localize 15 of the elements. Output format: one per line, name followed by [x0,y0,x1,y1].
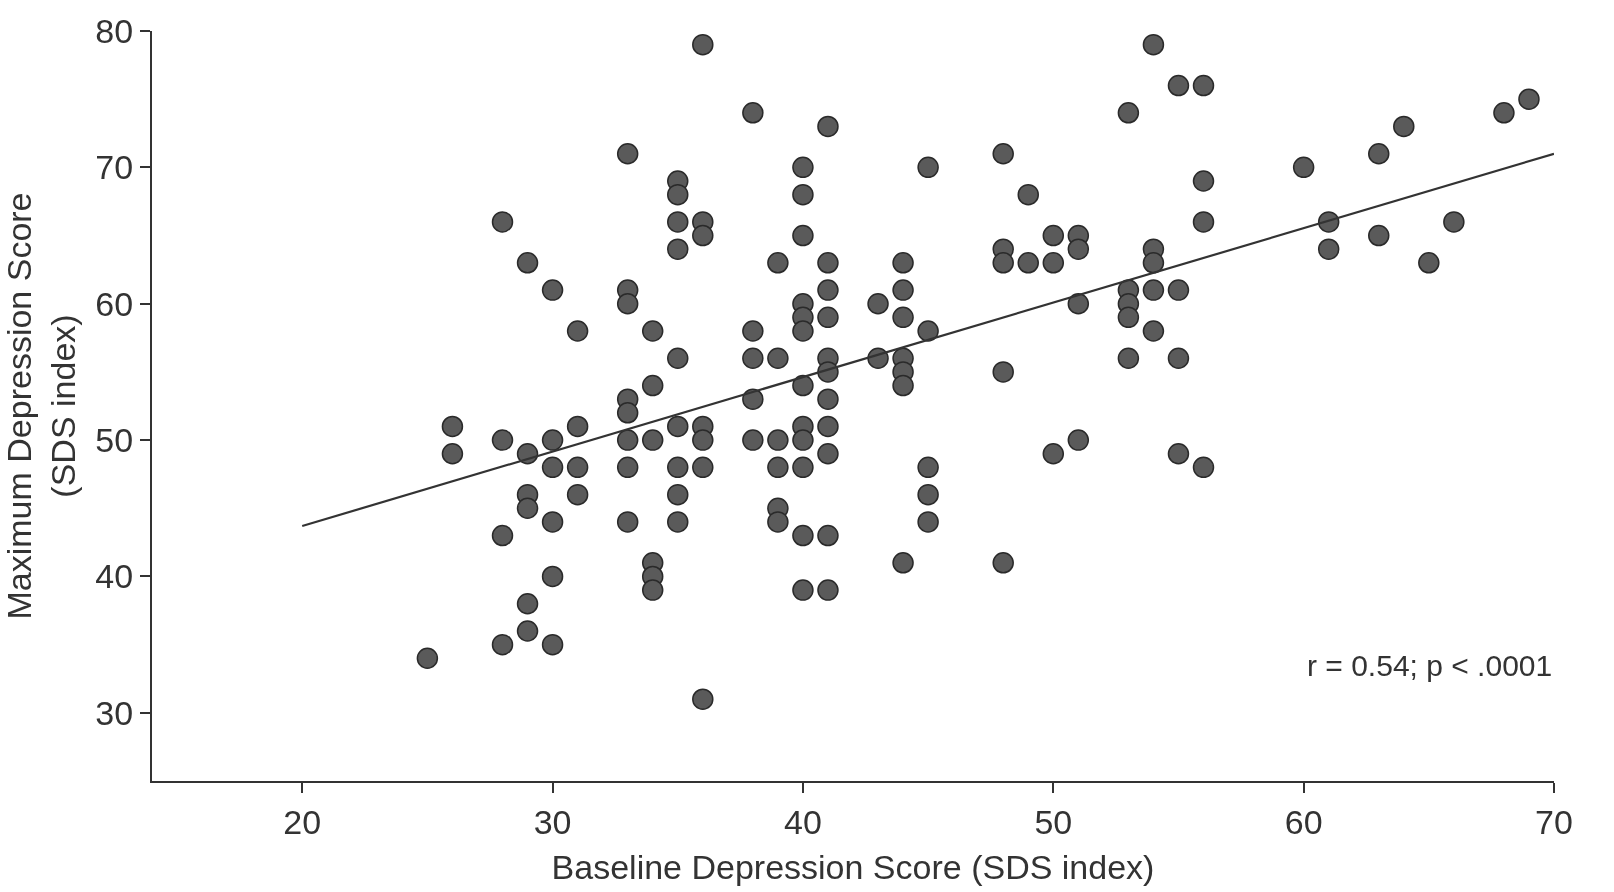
x-tick-label: 30 [533,802,572,841]
annotation: r = 0.54; p < .0001 [1307,649,1553,682]
y-tick-label: 40 [95,557,134,596]
y-tick-label: 60 [95,284,134,323]
y-tick-label: 30 [95,693,134,732]
x-tick-label: 50 [1034,802,1073,841]
y-axis-title: Maximum Depression Score (SDS index) [0,192,83,620]
y-tick-label: 70 [95,148,134,187]
x-tick-label: 70 [1535,802,1573,841]
y-tick-label: 80 [95,11,134,50]
x-tick-label: 40 [784,802,822,841]
x-axis-title: Baseline Depression Score (SDS index) [551,847,1155,886]
x-tick-label: 20 [283,802,322,841]
y-tick-label: 50 [95,420,134,459]
x-tick-label: 60 [1284,802,1323,841]
